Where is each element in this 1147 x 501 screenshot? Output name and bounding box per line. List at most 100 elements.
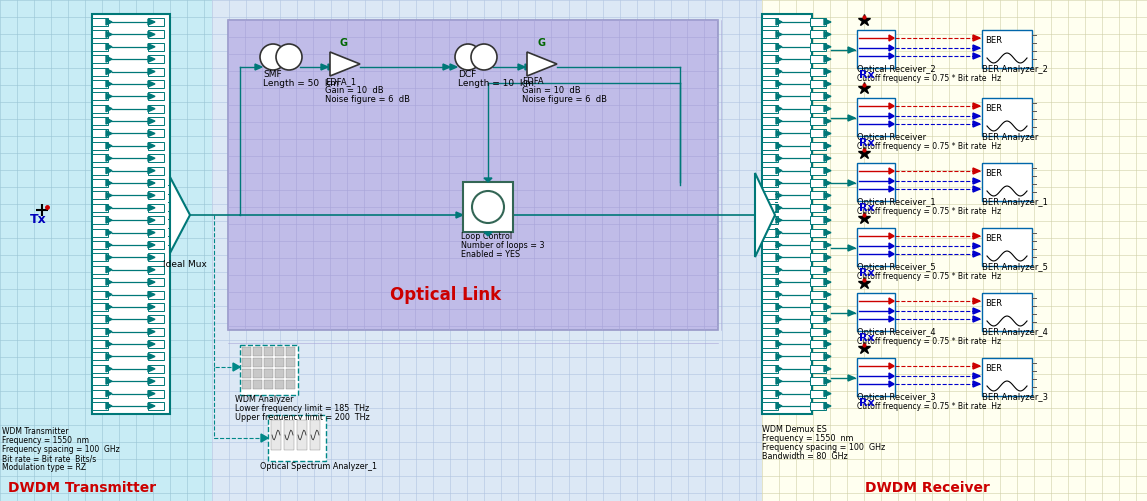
Polygon shape — [824, 267, 830, 273]
Bar — [92, 154, 108, 162]
Bar — [762, 340, 778, 348]
Bar — [762, 241, 778, 249]
Polygon shape — [824, 56, 830, 62]
Polygon shape — [973, 178, 980, 184]
Polygon shape — [106, 255, 112, 261]
Polygon shape — [889, 363, 894, 369]
Polygon shape — [106, 366, 112, 372]
Text: Number of loops = 3: Number of loops = 3 — [461, 241, 545, 250]
Bar — [810, 92, 826, 100]
Polygon shape — [973, 168, 980, 174]
Polygon shape — [824, 304, 830, 310]
Bar — [148, 167, 164, 175]
Polygon shape — [973, 251, 980, 257]
Bar — [148, 117, 164, 125]
Bar — [762, 105, 778, 113]
Polygon shape — [148, 69, 155, 75]
Polygon shape — [106, 267, 112, 273]
Text: Lower frequency limit = 185  THz: Lower frequency limit = 185 THz — [235, 404, 369, 413]
Polygon shape — [777, 180, 782, 186]
Text: DWDM Transmitter: DWDM Transmitter — [8, 481, 156, 495]
Bar — [982, 293, 1032, 331]
Bar — [148, 31, 164, 39]
Bar — [762, 204, 778, 212]
Bar — [810, 129, 826, 137]
Text: Optical Receiver_4: Optical Receiver_4 — [857, 328, 936, 337]
Bar — [148, 204, 164, 212]
Bar — [810, 117, 826, 125]
Polygon shape — [106, 378, 112, 384]
Bar — [463, 182, 513, 232]
Polygon shape — [824, 81, 830, 87]
Text: DWDM Receiver: DWDM Receiver — [865, 481, 990, 495]
Bar — [253, 358, 262, 367]
Polygon shape — [824, 93, 830, 99]
Polygon shape — [255, 64, 262, 70]
Text: Noise figure = 6  dB: Noise figure = 6 dB — [325, 95, 409, 104]
Text: Cutoff frequency = 0.75 * Bit rate  Hz: Cutoff frequency = 0.75 * Bit rate Hz — [857, 142, 1001, 151]
Bar — [762, 303, 778, 311]
Text: EDFA_1: EDFA_1 — [325, 77, 356, 86]
Polygon shape — [148, 366, 155, 372]
Polygon shape — [973, 121, 980, 127]
Polygon shape — [450, 64, 457, 70]
Text: WDM Analyzer: WDM Analyzer — [235, 395, 294, 404]
Text: Optical Link: Optical Link — [390, 286, 501, 304]
Bar — [286, 380, 295, 389]
Polygon shape — [777, 366, 782, 372]
Text: Optical Receiver_5: Optical Receiver_5 — [857, 263, 936, 272]
Text: Cutoff frequency = 0.75 * Bit rate  Hz: Cutoff frequency = 0.75 * Bit rate Hz — [857, 337, 1001, 346]
Text: BER Analyzer: BER Analyzer — [982, 133, 1038, 142]
Polygon shape — [518, 64, 525, 70]
Polygon shape — [484, 232, 492, 236]
Bar — [148, 105, 164, 113]
Bar — [762, 80, 778, 88]
Bar — [810, 167, 826, 175]
Bar — [810, 340, 826, 348]
Bar — [297, 420, 307, 450]
Polygon shape — [824, 255, 830, 261]
Bar — [857, 228, 895, 266]
Bar — [762, 68, 778, 76]
Text: Rx: Rx — [859, 203, 875, 213]
Bar — [982, 30, 1032, 68]
Bar — [92, 191, 108, 199]
Bar — [92, 179, 108, 187]
Polygon shape — [777, 205, 782, 211]
Bar — [810, 352, 826, 360]
Polygon shape — [973, 103, 980, 109]
Polygon shape — [824, 180, 830, 186]
Polygon shape — [848, 180, 855, 186]
Polygon shape — [973, 373, 980, 379]
Polygon shape — [106, 279, 112, 285]
Polygon shape — [148, 304, 155, 310]
Polygon shape — [106, 44, 112, 50]
Circle shape — [471, 44, 497, 70]
Bar — [284, 420, 294, 450]
Polygon shape — [148, 19, 155, 25]
Bar — [92, 105, 108, 113]
Polygon shape — [973, 113, 980, 119]
Bar — [857, 358, 895, 396]
Text: Gain = 10  dB: Gain = 10 dB — [522, 86, 580, 95]
Polygon shape — [262, 434, 268, 442]
Bar — [92, 55, 108, 63]
Bar — [92, 117, 108, 125]
Bar — [857, 98, 895, 136]
Polygon shape — [777, 229, 782, 235]
Polygon shape — [777, 329, 782, 335]
Polygon shape — [148, 292, 155, 298]
Polygon shape — [106, 242, 112, 248]
Text: G: G — [537, 38, 545, 48]
Bar — [982, 358, 1032, 396]
Bar — [148, 179, 164, 187]
Polygon shape — [889, 168, 894, 174]
Bar — [810, 328, 826, 336]
Bar — [810, 266, 826, 274]
Polygon shape — [148, 168, 155, 174]
Bar — [810, 31, 826, 39]
Polygon shape — [889, 373, 894, 379]
Text: Ideal Mux: Ideal Mux — [163, 260, 206, 269]
Bar — [148, 303, 164, 311]
Polygon shape — [777, 353, 782, 359]
